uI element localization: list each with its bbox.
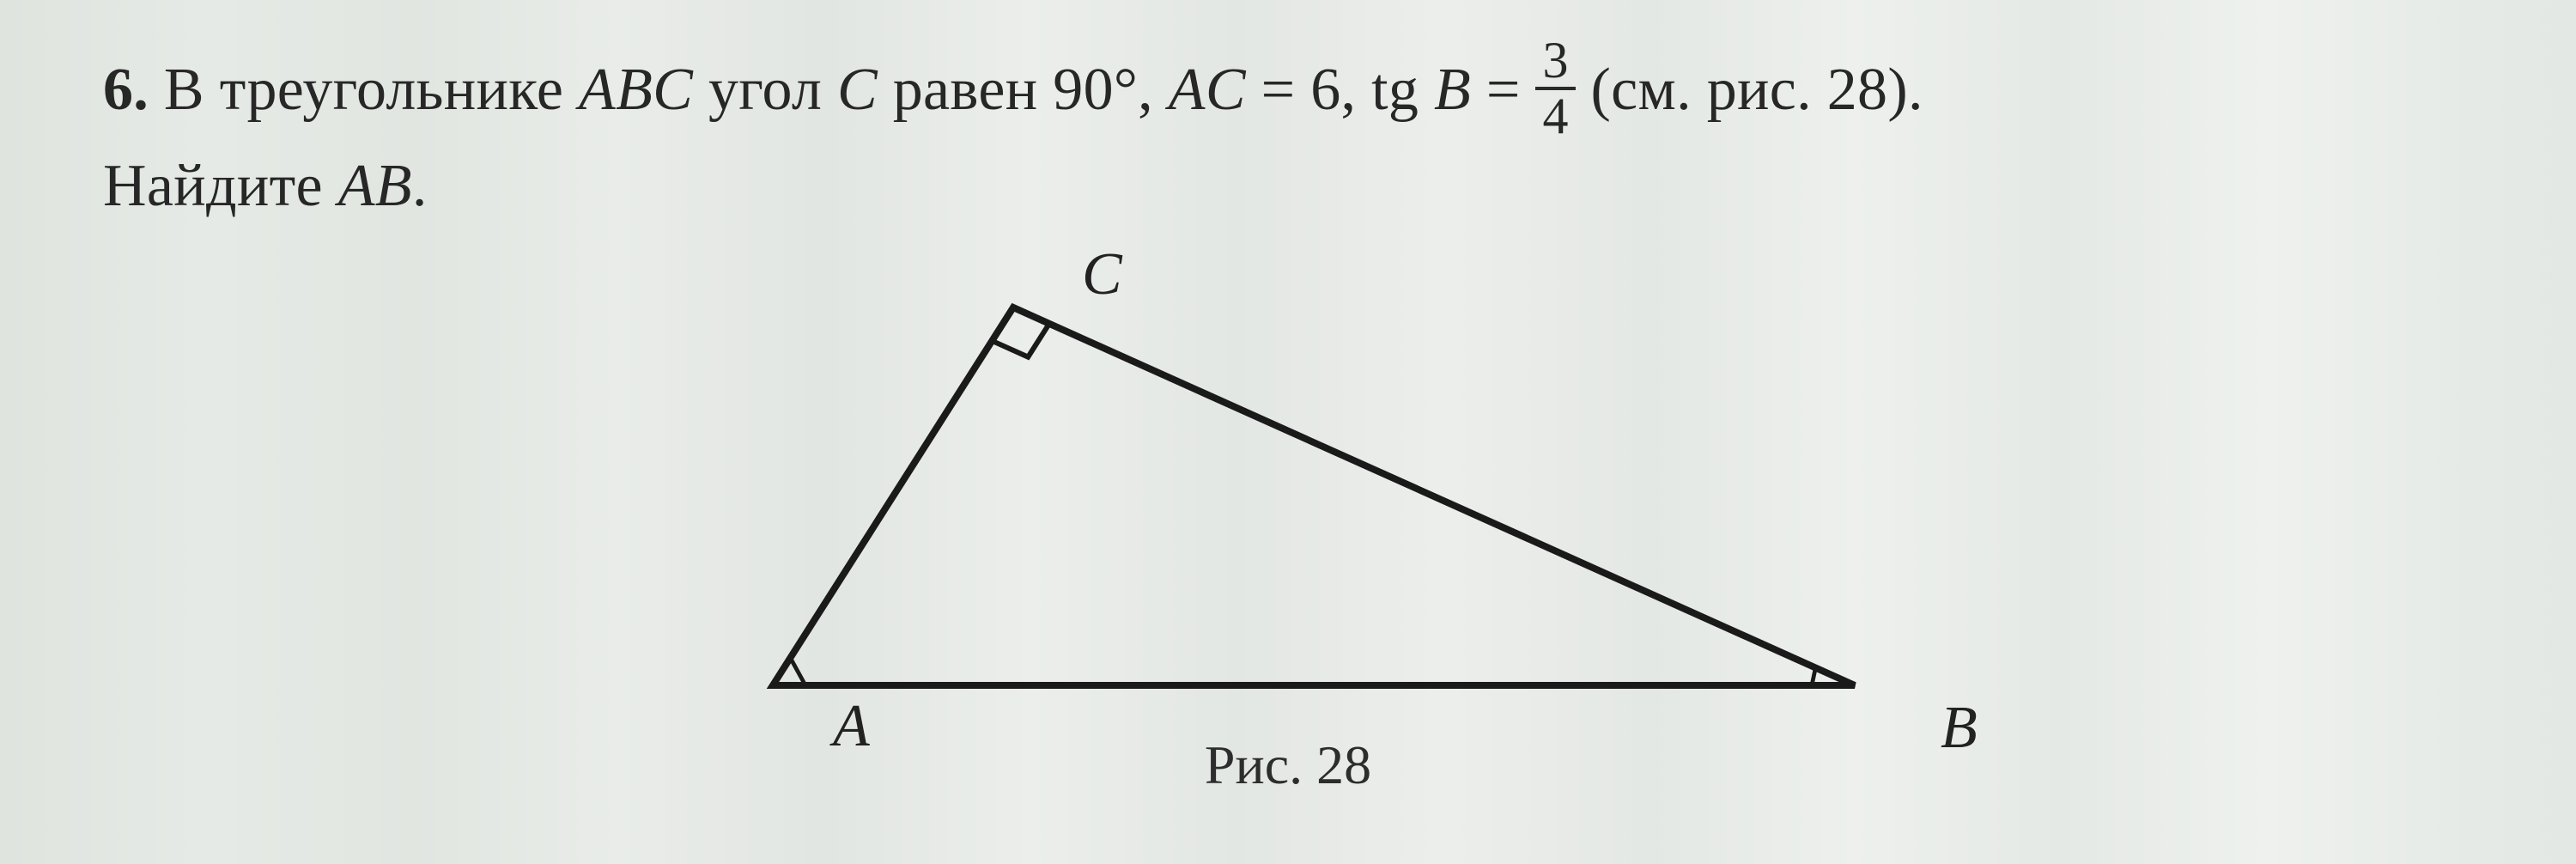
figure: A B C Рис. 28 [103,256,2473,806]
problem-line-2: Найдите AB. [103,143,2473,230]
vertex-label-b: B [1941,694,1978,763]
triangle-svg [601,256,1975,737]
vertex-label-a: A [833,692,870,761]
text: В треугольнике [164,57,579,123]
triangle-name: ABC [579,57,693,123]
text: = [1471,57,1535,123]
text: Найдите [103,153,338,219]
fraction: 34 [1535,34,1575,143]
target-side: AB [338,153,412,219]
page: 6. В треугольнике ABC угол C равен 90°, … [0,0,2576,864]
problem-number: 6. [103,57,149,123]
text: . [412,153,428,219]
angle-vertex: C [837,57,878,123]
vertex-label-c: C [1082,240,1122,309]
text: (см. рис. 28). [1576,57,1923,123]
tg-vertex: B [1434,57,1471,123]
text: равен 90°, [878,57,1169,123]
problem-line-1: 6. В треугольнике ABC угол C равен 90°, … [103,34,2473,143]
figure-caption: Рис. 28 [1205,733,1371,797]
text: = 6, tg [1246,57,1434,123]
fraction-den: 4 [1535,90,1575,143]
fraction-num: 3 [1535,34,1575,90]
text: угол [693,57,837,123]
side-ac: AC [1169,57,1246,123]
